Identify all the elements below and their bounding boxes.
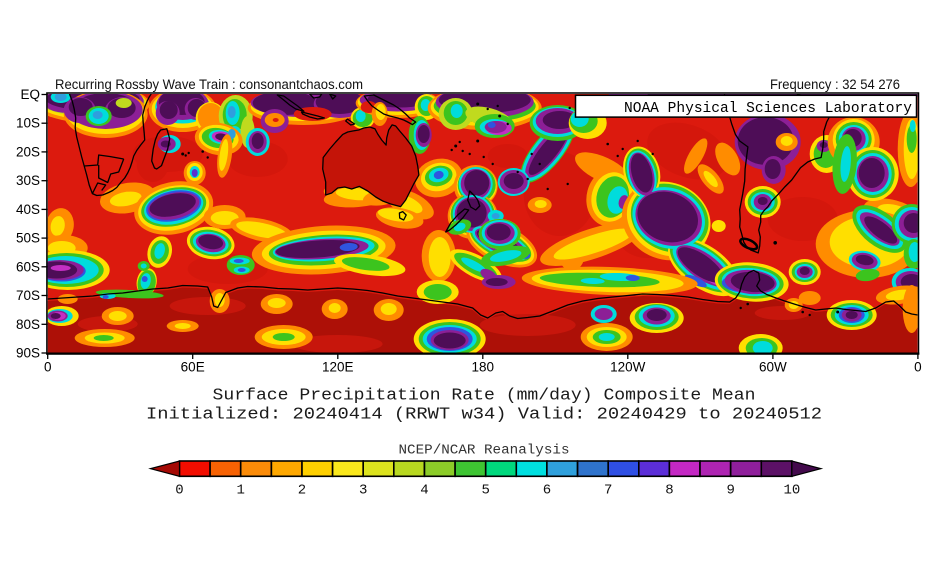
svg-text:2: 2 <box>298 483 306 499</box>
svg-text:10S: 10S <box>16 116 40 131</box>
svg-text:70S: 70S <box>16 288 40 303</box>
svg-text:80S: 80S <box>16 317 40 332</box>
svg-text:0: 0 <box>44 360 52 375</box>
svg-text:10: 10 <box>783 483 800 499</box>
svg-text:3: 3 <box>359 483 367 499</box>
svg-text:120W: 120W <box>610 360 646 375</box>
svg-text:60E: 60E <box>181 360 205 375</box>
svg-text:90S: 90S <box>16 346 40 361</box>
svg-text:0: 0 <box>175 483 183 499</box>
svg-text:9: 9 <box>726 483 734 499</box>
svg-text:4: 4 <box>420 483 428 499</box>
svg-text:40S: 40S <box>16 202 40 217</box>
svg-text:8: 8 <box>665 483 673 499</box>
svg-text:120E: 120E <box>322 360 354 375</box>
svg-text:Frequency : 32 54 276: Frequency : 32 54 276 <box>770 77 900 92</box>
svg-text:6: 6 <box>543 483 551 499</box>
svg-text:Initialized: 20240414 (RRWT w3: Initialized: 20240414 (RRWT w34) Valid: … <box>146 406 822 425</box>
svg-text:Recurring Rossby Wave Train :: Recurring Rossby Wave Train : consonantc… <box>55 77 363 92</box>
svg-text:EQ: EQ <box>20 87 40 102</box>
svg-text:180: 180 <box>472 360 495 375</box>
svg-text:30S: 30S <box>16 173 40 188</box>
svg-text:50S: 50S <box>16 231 40 246</box>
svg-text:NCEP/NCAR Reanalysis: NCEP/NCAR Reanalysis <box>399 444 570 459</box>
svg-text:5: 5 <box>481 483 489 499</box>
svg-text:0: 0 <box>914 360 922 375</box>
svg-text:60W: 60W <box>759 360 787 375</box>
svg-text:7: 7 <box>604 483 612 499</box>
svg-text:NOAA Physical Sciences Laborat: NOAA Physical Sciences Laboratory <box>624 101 912 117</box>
svg-text:Surface Precipitation Rate (mm: Surface Precipitation Rate (mm/day) Comp… <box>213 387 756 406</box>
svg-text:20S: 20S <box>16 144 40 159</box>
svg-text:1: 1 <box>236 483 244 499</box>
svg-text:60S: 60S <box>16 259 40 274</box>
